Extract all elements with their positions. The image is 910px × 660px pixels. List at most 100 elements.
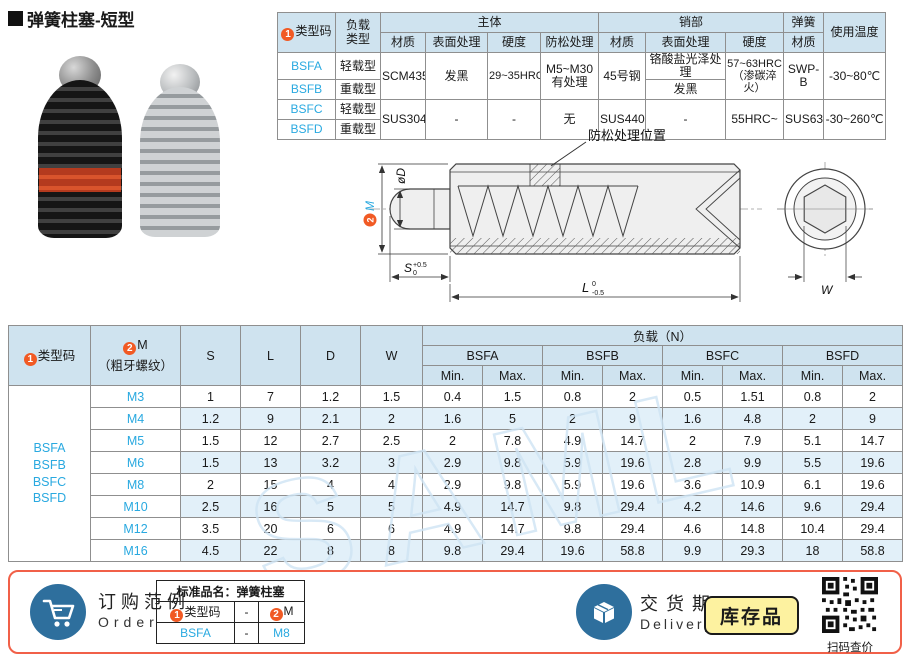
load-value-cell: 2 <box>782 407 843 430</box>
badge-1-icon: 1 <box>170 608 184 622</box>
load-value-cell: 5.1 <box>782 429 843 452</box>
product-photo-steel <box>140 60 220 240</box>
d-value-cell: 8 <box>300 539 361 562</box>
load-value-cell: 9.9 <box>662 539 723 562</box>
type-code-link[interactable]: BSFB <box>277 79 336 101</box>
d-value-cell: 1.2 <box>300 385 361 408</box>
thread-size-cell[interactable]: M10 <box>90 495 181 518</box>
load-value-cell: 29.4 <box>602 517 663 540</box>
l-tol-lower: -0.5 <box>592 290 604 297</box>
load-value-cell: 58.8 <box>602 539 663 562</box>
type-code-link[interactable]: BSFC <box>32 474 67 489</box>
spec-header-pin-material: 材质 <box>598 32 647 53</box>
spec-group-spring: 弹簧 <box>783 12 825 33</box>
d-value-cell: 2.7 <box>300 429 361 452</box>
load-value-cell: 4.9 <box>422 495 483 518</box>
qr-code <box>822 577 878 633</box>
load-value-cell: 14.6 <box>722 495 783 518</box>
thread-size-cell[interactable]: M4 <box>90 407 181 430</box>
section-hatch <box>450 238 740 254</box>
spec-header-antiloose: 防松处理 <box>539 32 600 53</box>
l-tol-upper: 0 <box>592 281 596 288</box>
dim-table-body: BSFA BSFB BSFC BSFD M3 1 7 1.2 1.5 0.4 1.5 0.8 2 0.5 1… <box>8 385 904 562</box>
load-value-cell: 14.7 <box>482 517 543 540</box>
load-value-cell: 0.5 <box>662 385 723 408</box>
hex-socket-lines <box>705 177 741 241</box>
standard-name-cell: 标准品名：弹簧柱塞 <box>155 580 306 602</box>
load-value-cell: 19.6 <box>841 451 904 474</box>
badge-1-icon: 1 <box>23 353 37 366</box>
dimension-table: 1 类型码 2 M （粗牙螺纹） S L D W 负载（N） BSFA BSFB BS… <box>8 325 904 562</box>
dim-row: M5 1.5 12 2.7 2.5 2 7.8 4.9 14.7 2 7.9 5.1 14.7 <box>9 429 904 452</box>
badge-1-icon: 1 <box>281 27 295 41</box>
max-header: Max. <box>722 365 783 386</box>
qr-block: 扫码查价 <box>815 577 885 655</box>
thread-size-cell[interactable]: M6 <box>90 451 181 474</box>
antiloose-band <box>529 163 561 187</box>
dim-header-thread: 2 M （粗牙螺纹） <box>90 325 181 386</box>
l-value-cell: 7 <box>240 385 301 408</box>
load-type-cell: 轻载型 <box>335 99 381 121</box>
spec-header-load: 负载 类型 <box>335 12 381 53</box>
max-header: Max. <box>602 365 663 386</box>
l-value-cell: 15 <box>240 473 301 496</box>
load-value-cell: 14.7 <box>602 429 663 452</box>
thread-size-cell[interactable]: M8 <box>90 473 181 496</box>
w-value-cell: 5 <box>360 495 423 518</box>
load-type-cell: 重载型 <box>335 79 381 101</box>
l-value-cell: 9 <box>240 407 301 430</box>
w-value-cell: 1.5 <box>360 385 423 408</box>
thread-size-cell[interactable]: M5 <box>90 429 181 452</box>
load-value-cell: 4.2 <box>662 495 723 518</box>
order-value-type[interactable]: BSFA <box>156 622 235 644</box>
min-header: Min. <box>662 365 723 386</box>
pin-material-cell: SUS440C <box>598 99 647 141</box>
series-header: BSFC <box>662 345 783 366</box>
order-value-m[interactable]: M8 <box>257 622 306 644</box>
dim-row: M16 4.5 22 8 8 9.8 29.4 19.6 58.8 9.9 29.3 18 58.8 <box>9 539 904 562</box>
spring-coils <box>457 184 639 238</box>
min-header: Min. <box>542 365 603 386</box>
type-code-link[interactable]: BSFA <box>277 51 336 81</box>
load-value-cell: 9.6 <box>782 495 843 518</box>
body-material-cell: SUS304 <box>380 99 426 141</box>
load-value-cell: 29.4 <box>602 495 663 518</box>
min-header: Min. <box>782 365 843 386</box>
load-value-cell: 58.8 <box>841 539 904 562</box>
dim-row: M8 2 15 4 4 2.9 9.8 5.9 19.6 3.6 10.9 6.1 19.6 <box>9 473 904 496</box>
order-col-type: 1 类型码 <box>156 601 235 623</box>
type-code-link[interactable]: BSFC <box>277 99 336 121</box>
load-value-cell: 7.8 <box>482 429 543 452</box>
type-code-link[interactable]: BSFB <box>33 457 66 472</box>
load-value-cell: 6.1 <box>782 473 843 496</box>
delivery-label: 交货期 Delivery <box>640 590 718 632</box>
thread-size-cell[interactable]: M16 <box>90 539 181 562</box>
type-code-link[interactable]: BSFD <box>32 491 67 506</box>
spec-header-spring-material: 材质 <box>783 32 825 53</box>
load-value-cell: 19.6 <box>542 539 603 562</box>
load-value-cell: 0.8 <box>782 385 843 408</box>
max-header: Max. <box>482 365 543 386</box>
load-value-cell: 29.4 <box>841 517 904 540</box>
spec-group-pin: 销部 <box>598 12 785 33</box>
type-code-link[interactable]: BSFD <box>277 119 336 141</box>
load-value-cell: 9 <box>841 407 904 430</box>
thread-size-cell[interactable]: M3 <box>90 385 181 408</box>
load-value-cell: 14.8 <box>722 517 783 540</box>
dim-header-s: S <box>180 325 241 386</box>
l-value-cell: 20 <box>240 517 301 540</box>
dim-row: M12 3.5 20 6 6 4.9 14.7 9.8 29.4 4.6 14.8 10.4 29.4 <box>9 517 904 540</box>
spring-material-cell: SWP-B <box>783 51 825 101</box>
w-value-cell: 2 <box>360 407 423 430</box>
type-code-link[interactable]: BSFA <box>33 440 66 455</box>
plunger-red-band <box>39 168 121 192</box>
svg-text:M: M <box>363 201 377 211</box>
dim-row: BSFA BSFB BSFC BSFD M3 1 7 1.2 1.5 0.4 1.5 0.8 2 0.5 1… <box>8 385 904 562</box>
thread-size-cell[interactable]: M12 <box>90 517 181 540</box>
load-value-cell: 5 <box>482 407 543 430</box>
series-header: BSFB <box>542 345 663 366</box>
load-value-cell: 9.8 <box>422 539 483 562</box>
